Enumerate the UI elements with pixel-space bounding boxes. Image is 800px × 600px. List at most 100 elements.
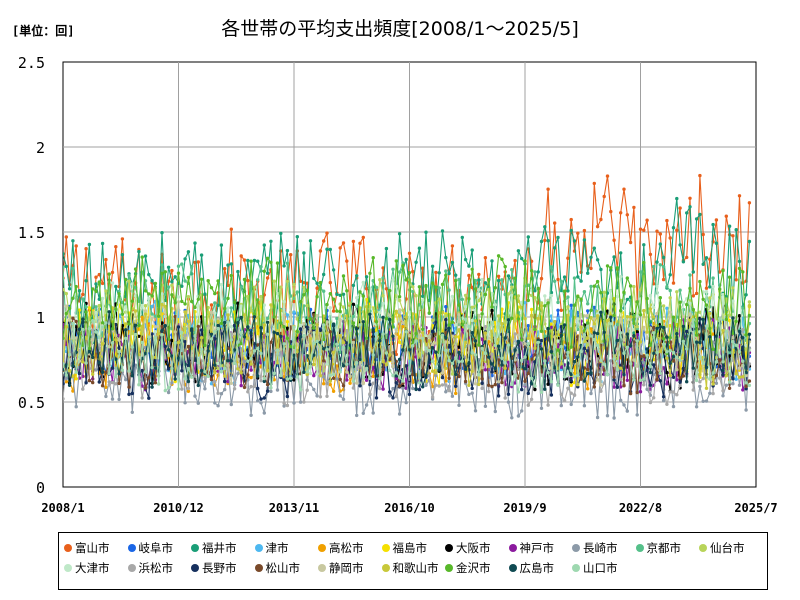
data-point <box>140 378 144 382</box>
data-point <box>282 378 286 382</box>
data-point <box>397 357 402 362</box>
data-point <box>526 235 530 239</box>
x-tick-label: 2013/11 <box>269 501 320 515</box>
data-point <box>724 214 728 218</box>
data-point <box>295 329 299 334</box>
data-point <box>216 326 220 331</box>
data-point <box>543 387 547 391</box>
data-point <box>137 383 141 387</box>
data-point <box>559 392 563 397</box>
data-point <box>658 263 662 267</box>
data-point <box>397 232 402 236</box>
data-point <box>140 340 144 345</box>
data-point <box>463 257 468 262</box>
data-point <box>124 336 128 341</box>
data-point <box>325 302 329 307</box>
data-point <box>368 392 372 396</box>
data-point <box>477 272 481 277</box>
data-point <box>183 401 187 405</box>
data-point <box>724 383 728 387</box>
data-point <box>652 325 656 330</box>
data-point <box>619 377 623 382</box>
data-point <box>444 273 448 277</box>
data-point <box>592 338 596 342</box>
data-point <box>539 406 544 410</box>
data-point <box>477 278 481 282</box>
data-point <box>371 328 375 332</box>
legend-marker <box>572 564 580 572</box>
data-point <box>701 376 705 381</box>
data-point <box>381 367 385 372</box>
data-point <box>114 357 118 361</box>
data-point <box>747 239 752 244</box>
data-point <box>242 335 247 339</box>
data-point <box>556 330 560 334</box>
x-tick-label: 2008/1 <box>41 501 84 515</box>
data-point <box>64 380 69 384</box>
data-point <box>341 274 346 278</box>
legend-item: 仙台市 <box>699 541 745 555</box>
data-point <box>358 384 362 388</box>
data-point <box>226 359 230 363</box>
data-point <box>592 321 596 326</box>
data-point <box>628 391 633 396</box>
data-point <box>107 345 111 349</box>
data-point <box>252 384 257 389</box>
data-point <box>97 335 102 340</box>
data-point <box>193 394 197 398</box>
data-point <box>163 270 167 274</box>
data-point <box>183 326 187 330</box>
legend-marker <box>508 564 517 572</box>
unit-label: [単位：回] <box>12 24 75 38</box>
data-point <box>166 285 171 289</box>
data-point <box>71 389 75 393</box>
data-point <box>737 259 742 264</box>
data-point <box>602 362 606 366</box>
legend-item: 福島市 <box>381 541 427 555</box>
data-point <box>315 286 319 290</box>
data-point <box>421 385 425 389</box>
data-point <box>331 372 336 377</box>
data-point <box>516 294 521 298</box>
data-point <box>282 299 286 304</box>
data-point <box>173 330 177 334</box>
data-point <box>130 331 134 336</box>
data-point <box>100 342 105 346</box>
data-point <box>397 270 402 274</box>
data-point <box>576 231 580 235</box>
data-point <box>424 383 428 387</box>
data-point <box>232 348 237 352</box>
data-point <box>483 325 488 329</box>
data-point <box>506 343 511 347</box>
data-point <box>315 323 319 327</box>
data-point <box>166 348 171 352</box>
data-point <box>473 382 478 386</box>
data-point <box>434 373 438 378</box>
data-point <box>694 340 699 344</box>
data-point <box>490 305 494 309</box>
legend-item: 山口市 <box>572 561 618 575</box>
data-point <box>176 356 181 360</box>
data-point <box>612 378 616 382</box>
data-point <box>150 316 154 320</box>
data-point <box>209 303 214 307</box>
data-point <box>147 272 151 277</box>
data-point <box>569 228 573 233</box>
data-point <box>64 311 69 316</box>
data-point <box>638 288 643 292</box>
data-point <box>173 379 177 384</box>
legend-item: 長崎市 <box>572 541 618 555</box>
data-point <box>262 396 266 400</box>
data-point <box>150 304 154 309</box>
data-point <box>434 341 438 345</box>
data-point <box>289 294 293 298</box>
data-point <box>440 371 445 375</box>
data-point <box>731 382 735 386</box>
data-point <box>437 297 441 301</box>
data-point <box>569 372 573 377</box>
data-point <box>539 276 544 281</box>
data-point <box>681 314 686 319</box>
data-point <box>741 359 745 363</box>
data-point <box>444 269 448 273</box>
data-point <box>632 331 636 335</box>
